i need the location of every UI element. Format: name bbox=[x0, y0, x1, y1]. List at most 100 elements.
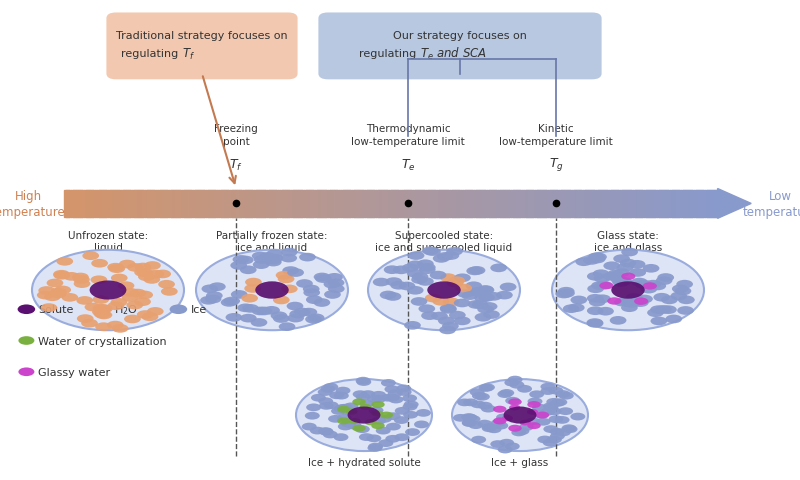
Bar bbox=[134, 191, 137, 217]
Bar bbox=[663, 191, 666, 217]
Ellipse shape bbox=[414, 420, 429, 428]
Ellipse shape bbox=[366, 434, 382, 442]
Bar bbox=[142, 191, 146, 217]
Ellipse shape bbox=[323, 383, 338, 391]
Ellipse shape bbox=[44, 293, 61, 301]
Ellipse shape bbox=[440, 305, 457, 314]
Ellipse shape bbox=[276, 271, 293, 280]
Bar bbox=[275, 191, 278, 217]
Bar bbox=[241, 191, 243, 217]
Ellipse shape bbox=[242, 294, 258, 303]
Ellipse shape bbox=[468, 300, 484, 309]
Bar bbox=[227, 191, 230, 217]
Ellipse shape bbox=[32, 250, 184, 331]
Ellipse shape bbox=[385, 292, 402, 301]
Ellipse shape bbox=[402, 403, 418, 411]
Bar bbox=[101, 191, 104, 217]
Bar bbox=[478, 191, 481, 217]
Bar bbox=[582, 191, 586, 217]
Bar bbox=[589, 191, 592, 217]
Bar bbox=[615, 191, 618, 217]
Ellipse shape bbox=[252, 307, 269, 316]
Ellipse shape bbox=[650, 317, 667, 325]
Ellipse shape bbox=[629, 297, 646, 306]
Ellipse shape bbox=[590, 253, 607, 262]
Ellipse shape bbox=[57, 257, 73, 266]
Ellipse shape bbox=[122, 288, 139, 297]
Bar bbox=[422, 191, 424, 217]
Ellipse shape bbox=[303, 288, 320, 297]
Ellipse shape bbox=[676, 280, 693, 289]
Ellipse shape bbox=[595, 281, 612, 290]
Bar bbox=[282, 191, 285, 217]
Ellipse shape bbox=[230, 262, 247, 270]
Bar bbox=[384, 191, 387, 217]
Bar bbox=[382, 191, 385, 217]
Ellipse shape bbox=[416, 409, 431, 417]
Ellipse shape bbox=[308, 314, 325, 323]
Bar bbox=[358, 191, 361, 217]
Bar bbox=[500, 191, 502, 217]
Bar bbox=[410, 191, 414, 217]
Ellipse shape bbox=[118, 282, 134, 290]
Ellipse shape bbox=[352, 425, 366, 432]
Bar bbox=[546, 191, 549, 217]
Ellipse shape bbox=[76, 297, 93, 305]
Ellipse shape bbox=[558, 289, 575, 298]
Ellipse shape bbox=[346, 408, 358, 415]
Bar bbox=[702, 191, 706, 217]
Ellipse shape bbox=[138, 273, 154, 281]
Bar bbox=[73, 191, 76, 217]
Ellipse shape bbox=[371, 395, 386, 403]
Bar bbox=[242, 191, 246, 217]
Ellipse shape bbox=[437, 252, 454, 261]
Ellipse shape bbox=[587, 294, 603, 303]
Ellipse shape bbox=[90, 281, 126, 300]
Ellipse shape bbox=[311, 394, 326, 402]
Ellipse shape bbox=[491, 419, 506, 427]
Ellipse shape bbox=[626, 294, 642, 302]
Bar bbox=[106, 191, 108, 217]
Ellipse shape bbox=[503, 407, 537, 424]
Ellipse shape bbox=[388, 389, 402, 397]
Ellipse shape bbox=[540, 408, 555, 416]
Ellipse shape bbox=[72, 273, 89, 282]
Ellipse shape bbox=[376, 427, 390, 434]
Bar bbox=[402, 191, 405, 217]
Ellipse shape bbox=[331, 407, 346, 415]
Ellipse shape bbox=[650, 306, 667, 314]
Bar bbox=[626, 191, 629, 217]
Ellipse shape bbox=[278, 323, 295, 331]
Ellipse shape bbox=[18, 305, 35, 314]
Bar bbox=[378, 191, 381, 217]
Bar bbox=[162, 191, 165, 217]
Bar bbox=[306, 191, 309, 217]
Ellipse shape bbox=[154, 270, 171, 279]
Bar bbox=[667, 191, 670, 217]
Ellipse shape bbox=[73, 276, 90, 284]
Ellipse shape bbox=[294, 308, 310, 317]
Bar bbox=[534, 191, 538, 217]
Ellipse shape bbox=[402, 395, 417, 402]
Ellipse shape bbox=[240, 314, 257, 323]
Bar bbox=[186, 191, 189, 217]
Ellipse shape bbox=[108, 265, 125, 274]
Text: $T_e$ and SCA: $T_e$ and SCA bbox=[420, 46, 487, 62]
Bar bbox=[319, 191, 322, 217]
Bar bbox=[258, 191, 261, 217]
Bar bbox=[493, 191, 496, 217]
Bar bbox=[234, 191, 237, 217]
Bar bbox=[635, 191, 638, 217]
Ellipse shape bbox=[532, 404, 547, 412]
Ellipse shape bbox=[534, 411, 549, 419]
Bar bbox=[526, 191, 529, 217]
Ellipse shape bbox=[466, 415, 481, 423]
Ellipse shape bbox=[318, 397, 333, 405]
Ellipse shape bbox=[466, 288, 483, 297]
Ellipse shape bbox=[53, 270, 70, 279]
Bar bbox=[398, 191, 400, 217]
Bar bbox=[628, 191, 631, 217]
Ellipse shape bbox=[96, 305, 113, 313]
Ellipse shape bbox=[373, 278, 390, 287]
Bar bbox=[214, 191, 218, 217]
